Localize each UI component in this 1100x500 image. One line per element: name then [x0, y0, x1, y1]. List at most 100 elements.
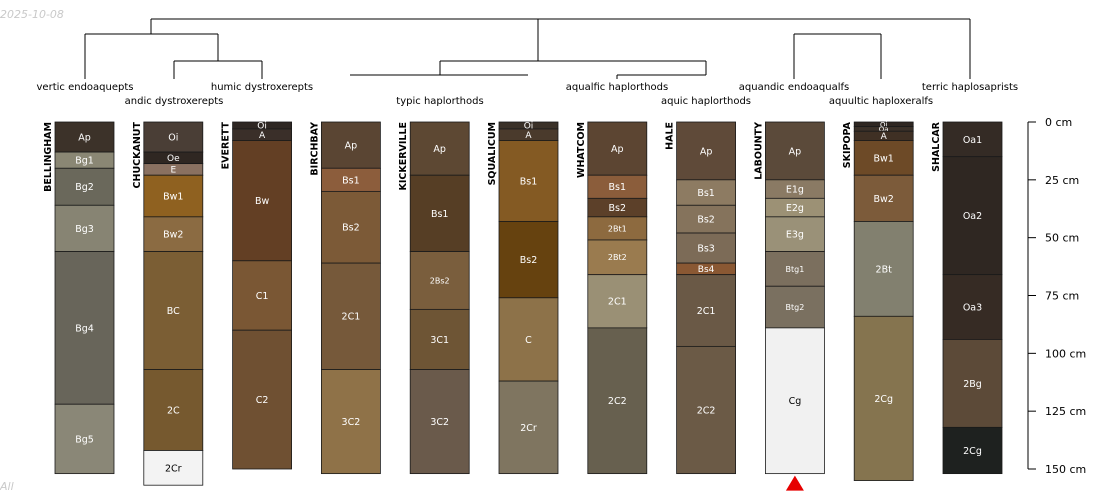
horizon-label: Bs2 [520, 255, 538, 266]
soil-profile: KICKERVILLE Ap Bs1 2Bs2 3C1 3C2 [398, 121, 470, 475]
horizon-label: Oa2 [963, 211, 982, 222]
soil-profiles: BELLINGHAM Ap Bg1 Bg2 Bg3 Bg4 Bg5 CHUCKANUT Oi Oe… [43, 121, 1003, 491]
profile-name: KICKERVILLE [398, 122, 409, 191]
soil-horizon [853, 174, 914, 222]
soil-horizon [320, 369, 381, 475]
taxon-label: aquultic haploxeralfs [829, 96, 933, 107]
horizon-label: Oe [167, 154, 180, 164]
date-watermark: 2025-10-08 [0, 8, 64, 21]
profile-name: SQUALICUM [487, 122, 498, 185]
taxon-label: andic dystroxerepts [125, 96, 224, 107]
horizon-label: Oi [168, 132, 178, 143]
horizon-label: Bw2 [163, 230, 183, 241]
soil-horizon [498, 140, 559, 222]
soil-horizon [232, 140, 293, 262]
soil-horizon [498, 297, 559, 382]
soil-profile: BELLINGHAM Ap Bg1 Bg2 Bg3 Bg4 Bg5 [43, 121, 115, 475]
taxon-label: typic haplorthods [396, 96, 483, 107]
soil-horizon [676, 274, 736, 347]
soil-horizon [765, 285, 825, 329]
profile-name: SKIPOPA [842, 121, 853, 168]
horizon-label: Bs1 [609, 182, 627, 193]
soil-horizon [853, 315, 914, 481]
horizon-label: E1g [786, 185, 804, 196]
soil-horizon [498, 380, 559, 475]
profile-name: BIRCHBAY [309, 122, 320, 176]
horizon-label: 3C1 [430, 335, 449, 346]
depth-tick-label: 25 cm [1045, 174, 1079, 187]
profile-name: CHUCKANUT [132, 121, 143, 188]
horizon-label: Bs1 [697, 188, 715, 199]
soil-horizon [409, 174, 470, 252]
horizon-label: Bg4 [75, 323, 94, 334]
soil-horizon [143, 216, 204, 252]
horizon-label: Oa [879, 125, 889, 133]
soil-horizon [54, 251, 115, 405]
soil-horizon [587, 327, 648, 475]
depth-tick-label: 125 cm [1045, 405, 1086, 418]
horizon-label: 3C2 [430, 417, 449, 428]
soil-horizon [587, 239, 648, 276]
soil-horizon [54, 204, 115, 252]
taxon-labels: vertic endoaquepts andic dystroxerepts h… [37, 82, 1019, 107]
horizon-label: A [259, 131, 266, 141]
horizon-label: 2Cr [165, 463, 182, 474]
horizon-label: 3C2 [342, 417, 361, 428]
horizon-label: 2Bt1 [608, 224, 627, 233]
horizon-label: 2Cg [874, 394, 893, 405]
soil-profile: CHUCKANUT Oi Oe E Bw1 Bw2 BC 2C 2Cr [132, 121, 204, 486]
horizon-label: A [525, 131, 532, 141]
soil-horizon [143, 121, 204, 153]
horizon-label: 2C [167, 405, 180, 416]
horizon-label: Bs1 [431, 209, 449, 220]
horizon-label: Oi [257, 122, 267, 132]
soil-profile: SHALCAR Oa1 Oa2 Oa3 2Bg 2Cg [931, 121, 1003, 475]
horizon-label: Oi [524, 122, 534, 132]
soil-horizon [54, 403, 115, 475]
horizon-label: Ap [345, 141, 358, 152]
soil-horizon [765, 121, 825, 181]
horizon-label: Oi [880, 121, 888, 129]
horizon-label: E2g [786, 203, 804, 214]
taxon-label: vertic endoaquepts [37, 82, 134, 93]
soil-horizon [232, 329, 293, 470]
horizon-label: 2Bt2 [608, 253, 627, 262]
horizon-label: Bs1 [520, 176, 538, 187]
soil-horizon [143, 251, 204, 370]
horizon-label: Bs1 [342, 175, 360, 186]
soil-horizon [320, 121, 381, 169]
taxon-label: aquic haplorthods [661, 96, 751, 107]
profile-name: EVERETT [221, 121, 232, 169]
soil-horizon [765, 251, 825, 287]
soil-horizon [942, 274, 1003, 340]
bottom-marker-icon [785, 475, 804, 491]
taxon-label: humic dystroxerepts [211, 82, 313, 93]
soil-horizon [942, 156, 1003, 276]
horizon-label: Bg2 [75, 182, 94, 193]
horizon-label: 2Bs2 [430, 276, 450, 285]
profile-name: WHATCOM [576, 122, 587, 178]
taxon-label: aquandic endoaqualfs [739, 82, 850, 93]
soil-horizon [409, 308, 470, 370]
horizon-label: Bg1 [75, 156, 94, 167]
soil-profile: SQUALICUM OiA Bs1 Bs2 C 2Cr [487, 121, 559, 475]
profile-name: HALE [665, 122, 676, 150]
horizon-label: 2Bg [963, 379, 982, 390]
soil-horizon [587, 121, 648, 176]
depth-tick-label: 0 cm [1045, 116, 1072, 129]
profile-name: SHALCAR [931, 121, 942, 172]
horizon-label: 2C1 [342, 312, 361, 323]
horizon-label: Oa1 [963, 135, 982, 146]
horizon-label: C1 [256, 291, 269, 302]
horizon-label: Bg5 [75, 434, 94, 445]
corner-watermark: All [0, 480, 14, 493]
horizon-label: C [525, 335, 532, 346]
horizon-label: 2Cg [963, 446, 982, 457]
horizon-label: Bs2 [609, 203, 627, 214]
horizon-label: Ap [789, 146, 802, 157]
horizon-label: Bg3 [75, 224, 94, 235]
soil-horizon [853, 221, 914, 317]
